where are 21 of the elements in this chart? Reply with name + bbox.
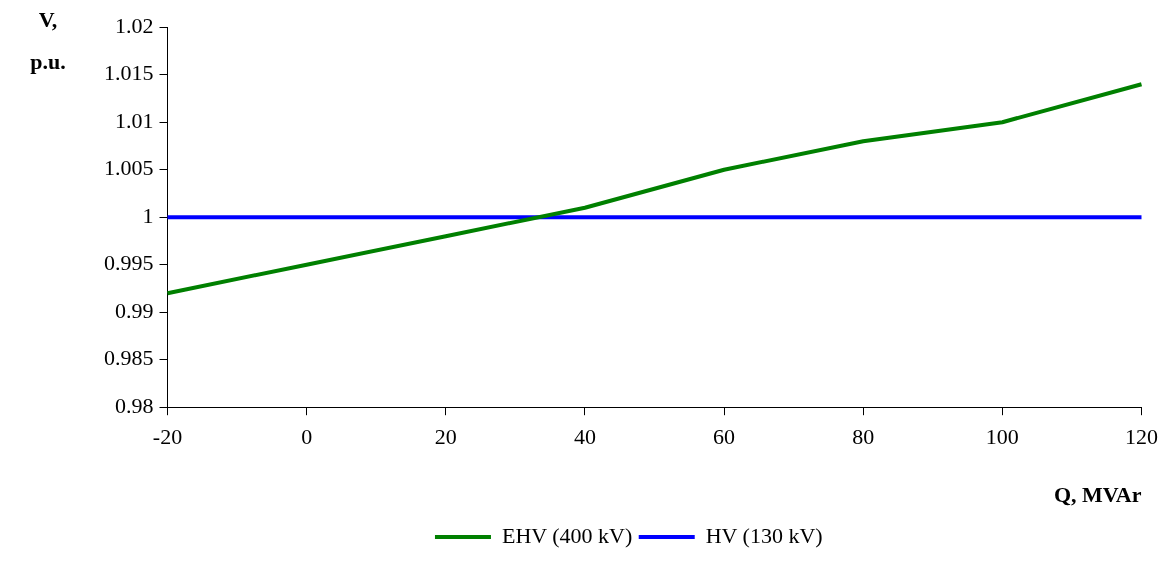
y-tick-label: 1.005 (104, 155, 154, 181)
x-tick-label: 0 (301, 424, 313, 450)
y-tick-label: 0.99 (115, 297, 154, 323)
x-axis-title: Q, MVAr (1053, 482, 1142, 508)
x-tick-label: 20 (434, 424, 457, 450)
x-tick-label: 100 (985, 424, 1019, 450)
y-tick-label: 1 (142, 202, 154, 228)
x-tick-label: 80 (852, 424, 875, 450)
legend-label: HV (130 kV) (705, 522, 823, 548)
y-tick-label: 1.015 (104, 60, 154, 86)
x-tick-label: 60 (713, 424, 736, 450)
x-tick-label: -20 (152, 424, 183, 450)
legend-label: EHV (400 kV) (501, 522, 633, 548)
x-tick-label: 40 (573, 424, 596, 450)
y-tick-label: 0.985 (104, 345, 154, 371)
y-tick-label: 1.02 (115, 12, 154, 38)
y-tick-label: 0.995 (104, 250, 154, 276)
x-tick-label: 120 (1125, 424, 1158, 450)
y-tick-label: 0.98 (115, 392, 154, 418)
y-tick-label: 1.01 (115, 107, 154, 133)
y-axis-title: V, p.u. (30, 6, 66, 74)
